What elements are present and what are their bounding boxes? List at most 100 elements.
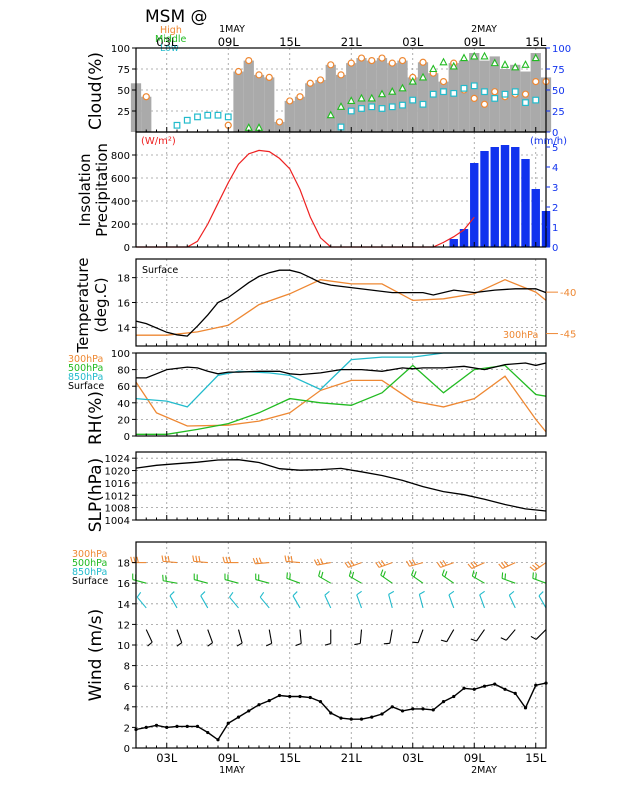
wind-barb-feather [195,555,198,562]
wind-barb-850hpa-4 [259,591,270,609]
bottom-tick-label-6: 15L [525,751,547,765]
wind-barb-surface-4 [266,629,273,647]
wind-barb-shaft [349,575,362,584]
wind-surface-line [135,682,547,741]
cloud-middle-point-23 [367,93,376,102]
cloud-middle-point-35 [490,58,499,67]
top-day-label-2: 2MAY [471,24,497,35]
wind-barb-500hpa-13 [532,572,547,584]
cloud-high-point-22 [357,54,366,62]
wind-barb-feather [380,560,386,566]
wind-barb-feather [165,575,167,582]
wind-barb-feather [439,561,444,567]
precip-bar-5 [500,145,510,247]
precip-bar-1 [459,229,469,247]
wind-barb-surface-8 [383,629,393,645]
rh-legend-850: 850hPa [68,372,103,383]
rh-ytick-label-2: 40 [117,399,130,410]
cloud-middle-point-21 [347,96,356,104]
rh-legend-300: 300hPa [68,354,103,365]
wind-barb-shaft [259,596,270,609]
wind-barb-500hpa-12 [501,572,516,584]
cloud-ytick-label-2: 75 [117,65,130,76]
temperature-300hpa-line [136,278,547,336]
legend-middle: Middle [155,34,187,45]
rh-line-300hpa [135,375,547,433]
cloud-middle-point-27 [408,76,417,85]
wind-barb-surface-10 [440,629,455,643]
cloud-middle-point-30 [439,57,448,66]
wind-barb-shaft [388,594,393,609]
wind-barb-surface-12 [500,629,516,641]
cloud-bar-32 [458,60,470,132]
wind-barb-surface-9 [412,629,424,644]
wind-barb-feather [324,643,331,646]
temperature-surface-label: Surface [142,265,178,276]
wind-barb-feather [356,590,362,596]
cloud-ytick-label-0: 25 [117,107,130,118]
wind-ytick-label-0: 0 [124,744,130,755]
cloud-high-point-26 [398,56,407,65]
wind-barb-feather [383,642,390,645]
wind-barb-feather [473,560,478,567]
cloud-middle-point-24 [377,89,387,98]
wind-barb-850hpa-2 [200,591,209,609]
wind-barb-shaft [502,562,516,570]
wind-barb-feather [316,558,321,565]
cloud-high-point-23 [368,56,376,65]
cloud-middle-point-19 [326,110,335,119]
wind-surface-point-32 [462,686,466,690]
wind-barb-feather [380,569,384,576]
precip-rytick-label-5: 5 [552,143,558,154]
cloud-high-point-30 [439,77,448,86]
wind-barb-shaft [299,629,302,644]
cloud-bar-31 [448,63,459,133]
wind-barb-shaft [229,596,239,609]
wind-barb-shaft [441,574,455,584]
wind-barb-shaft [378,562,393,568]
cloud-middle-point-37 [511,62,520,71]
wind-barb-feather [176,642,183,647]
wind-barb-shaft [532,577,547,584]
wind-barb-feather [286,572,288,579]
wind-barb-shaft [535,629,547,640]
cloud-high-point-38 [521,90,530,98]
wind-barb-feather [313,559,318,566]
cloud-middle-point-36 [500,60,510,68]
wind-barb-feather [259,591,265,598]
cloud-middle-point-34 [480,51,489,60]
cloud-rytick-label-3: 75 [552,65,565,76]
precip-bar-7 [521,159,530,247]
cloud-low-point-26 [399,101,406,109]
wind-barb-feather [504,573,507,580]
cloud-rytick-label-4: 100 [552,44,571,55]
cloud-bar-33 [469,53,480,132]
wind-barb-500hpa-11 [471,570,485,584]
wind-barb-500hpa-4 [255,573,270,584]
wind-barb-shaft [169,595,178,609]
wind-barb-feather [236,642,243,647]
cloud-rytick-label-1: 25 [552,107,565,118]
wind-barb-feather [440,639,447,643]
wind-barb-850hpa-5 [292,591,301,609]
cloud-low-point-38 [522,99,529,107]
wind-barb-feather [530,635,537,640]
cloud-low-point-21 [347,107,355,115]
cloud-low-point-25 [388,103,396,111]
wind-barb-feather [136,556,139,563]
wind-barb-shaft [163,580,178,584]
wind-barb-850hpa-7 [356,590,363,609]
wind-barb-feather [319,558,324,565]
wind-surface-point-2 [154,723,159,727]
rh-legend-surface: Surface [68,381,104,392]
wind-barb-feather [266,642,272,647]
wind-barb-feather [532,564,538,570]
cloud-middle-point-29 [429,64,438,73]
wind-barb-feather [161,555,164,562]
bottom-tick-label-5: 09L [464,751,486,765]
wind-barb-850hpa-12 [508,590,516,609]
cloud-low-point-35 [491,94,499,102]
wind-surface-point-23 [370,715,374,719]
wind-barb-feather [442,560,447,566]
temperature-ylabel-line2: (deg.C) [92,277,110,332]
